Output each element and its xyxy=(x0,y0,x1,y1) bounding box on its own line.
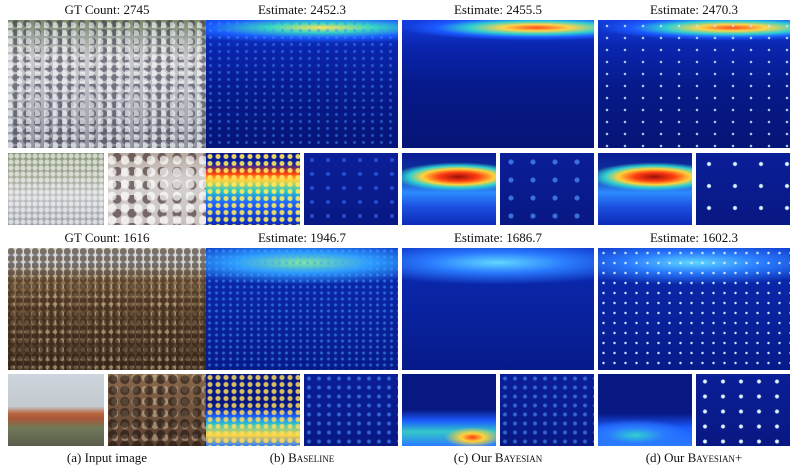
density-map-1-bayesian-plus xyxy=(598,20,790,148)
caption-bayesian-plus-method: Bayesian+ xyxy=(687,450,743,465)
zoom-crop-1-bayesian-plus-a xyxy=(598,153,692,225)
caption-bayesian-plus-prefix: (d) Our xyxy=(645,450,688,465)
zoom-crop-2-bayesian-b xyxy=(500,374,594,446)
zoom-crop-1-bayesian-b xyxy=(500,153,594,225)
density-map-1-bayesian xyxy=(402,20,594,148)
zoom-crop-1-baseline-b xyxy=(304,153,398,225)
caption-baseline: (b) Baseline xyxy=(206,450,398,466)
zoom-crop-2-baseline-b xyxy=(304,374,398,446)
estimate-label-1-bayesian-plus: Estimate: 2470.3 xyxy=(649,2,739,17)
zoom-crop-2-bayesian-plus-b xyxy=(696,374,790,446)
estimate-label-1-baseline: Estimate: 2452.3 xyxy=(257,2,347,17)
input-crop-2-b xyxy=(108,374,206,446)
caption-baseline-prefix: (b) xyxy=(269,450,289,465)
zoom-crop-1-baseline-a xyxy=(206,153,300,225)
estimate-label-2-baseline: Estimate: 1946.7 xyxy=(257,230,347,245)
input-crop-1-b xyxy=(108,153,206,225)
input-crop-1-a xyxy=(8,153,104,225)
estimate-label-2-bayesian: Estimate: 1686.7 xyxy=(453,230,543,245)
density-map-1-baseline xyxy=(206,20,398,148)
zoom-crop-1-bayesian-plus-b xyxy=(696,153,790,225)
gt-count-label-1: GT Count: 2745 xyxy=(64,2,150,17)
caption-bayesian-prefix: (c) Our xyxy=(453,450,495,465)
zoom-crop-2-baseline-a xyxy=(206,374,300,446)
caption-baseline-method: Baseline xyxy=(288,450,335,465)
caption-bayesian-method: Bayesian xyxy=(494,450,543,465)
input-image-1 xyxy=(8,20,206,148)
density-map-2-bayesian-plus xyxy=(598,248,790,370)
caption-bayesian-plus: (d) Our Bayesian+ xyxy=(598,450,790,466)
caption-bayesian: (c) Our Bayesian xyxy=(402,450,594,466)
zoom-crop-2-bayesian-plus-a xyxy=(598,374,692,446)
zoom-crop-2-bayesian-a xyxy=(402,374,496,446)
density-map-2-bayesian xyxy=(402,248,594,370)
zoom-crop-1-bayesian-a xyxy=(402,153,496,225)
caption-input-image-text: (a) Input image xyxy=(66,450,148,465)
caption-input-image: (a) Input image xyxy=(8,450,206,466)
input-crop-2-a xyxy=(8,374,104,446)
estimate-label-2-bayesian-plus: Estimate: 1602.3 xyxy=(649,230,739,245)
input-image-2 xyxy=(8,248,206,370)
gt-count-label-2: GT Count: 1616 xyxy=(64,230,150,245)
estimate-label-1-bayesian: Estimate: 2455.5 xyxy=(453,2,543,17)
density-map-2-baseline xyxy=(206,248,398,370)
